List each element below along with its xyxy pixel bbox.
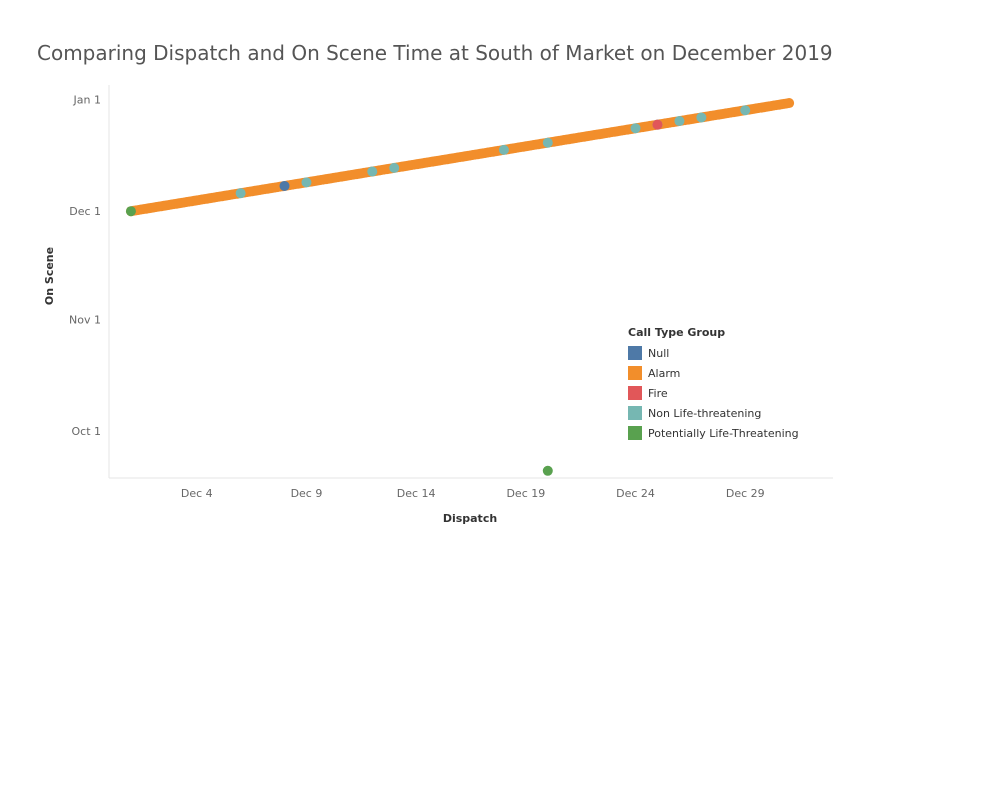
- legend-item: Potentially Life-Threatening: [628, 423, 799, 443]
- legend-swatch: [628, 366, 642, 380]
- legend-item: Alarm: [628, 363, 799, 383]
- legend-title: Call Type Group: [628, 326, 726, 339]
- data-point-non-life-threatening: [696, 112, 707, 123]
- data-point-non-life-threatening: [674, 116, 685, 127]
- legend: Call Type Group Null Alarm Fire Non Life-th…: [628, 326, 799, 443]
- legend-items: Null Alarm Fire Non Life-threatening Potenti…: [628, 343, 799, 443]
- legend-item: Non Life-threatening: [628, 403, 799, 423]
- axes: [108, 85, 833, 479]
- y-tick-label: Oct 1: [71, 425, 101, 438]
- tick-labels: Dec 4 Dec 9 Dec 14 Dec 19 Dec 24 Dec 29 Oct 1 N…: [69, 93, 765, 500]
- data-point-fire: [652, 119, 663, 130]
- data-point-null: [279, 180, 290, 191]
- x-axis-title: Dispatch: [443, 512, 497, 525]
- data-point-potentially-life-threatening: [542, 465, 553, 476]
- x-tick-label: Dec 4: [181, 487, 213, 500]
- data-point-non-life-threatening: [235, 188, 246, 199]
- legend-swatch: [628, 346, 642, 360]
- data-points: [125, 98, 795, 476]
- x-tick-label: Dec 24: [616, 487, 655, 500]
- chart-title: Comparing Dispatch and On Scene Time at …: [37, 41, 833, 65]
- data-point-non-life-threatening: [498, 144, 509, 155]
- y-axis-title: On Scene: [43, 247, 56, 305]
- legend-swatch: [628, 406, 642, 420]
- data-point-non-life-threatening: [542, 137, 553, 148]
- legend-label: Alarm: [648, 366, 681, 380]
- y-tick-label: Jan 1: [73, 93, 101, 106]
- legend-label: Non Life-threatening: [648, 406, 762, 420]
- legend-item: Null: [628, 343, 799, 363]
- data-point-non-life-threatening: [389, 162, 400, 173]
- data-point-alarm: [784, 98, 795, 109]
- legend-swatch: [628, 386, 642, 400]
- legend-swatch: [628, 426, 642, 440]
- legend-label: Potentially Life-Threatening: [648, 426, 799, 440]
- data-point-non-life-threatening: [301, 177, 312, 188]
- x-tick-label: Dec 29: [726, 487, 765, 500]
- y-tick-label: Dec 1: [69, 205, 101, 218]
- x-tick-label: Dec 9: [291, 487, 323, 500]
- x-tick-label: Dec 14: [397, 487, 436, 500]
- data-point-potentially-life-threatening: [125, 206, 136, 217]
- legend-label: Fire: [648, 386, 668, 400]
- data-point-non-life-threatening: [740, 105, 751, 116]
- y-tick-label: Nov 1: [69, 313, 101, 326]
- data-point-non-life-threatening: [367, 166, 378, 177]
- legend-label: Null: [648, 346, 670, 360]
- x-tick-label: Dec 19: [506, 487, 545, 500]
- data-point-non-life-threatening: [630, 123, 641, 134]
- legend-item: Fire: [628, 383, 799, 403]
